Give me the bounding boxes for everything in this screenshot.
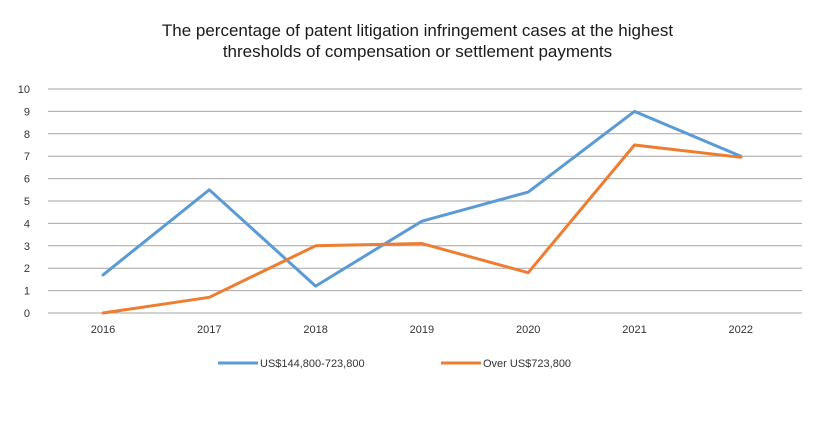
- y-tick-label: 9: [24, 106, 30, 118]
- y-tick-label: 4: [24, 218, 30, 230]
- y-axis-ticks: 0 1 2 3 4 5 6 7 8 9 10: [18, 84, 30, 320]
- legend-label-1: Over US$723,800: [483, 358, 571, 370]
- gridlines: [48, 88, 802, 314]
- chart-title-line-2: thresholds of compensation or settlement…: [222, 42, 613, 61]
- y-tick-label: 6: [24, 174, 30, 186]
- series-line-1: [101, 143, 743, 315]
- x-tick-label: 2018: [303, 324, 327, 336]
- y-tick-label: 8: [24, 129, 30, 141]
- chart-title: The percentage of patent litigation infr…: [0, 20, 835, 62]
- series-lines: [101, 109, 743, 315]
- legend-label-0: US$144,800-723,800: [260, 358, 365, 370]
- x-axis-ticks: 2016 2017 2018 2019 2020 2021 2022: [91, 324, 753, 336]
- legend: US$144,800-723,800 Over US$723,800: [218, 358, 571, 370]
- x-tick-label: 2020: [516, 324, 540, 336]
- y-tick-label: 2: [24, 263, 30, 275]
- x-tick-label: 2019: [410, 324, 434, 336]
- y-tick-label: 3: [24, 241, 30, 253]
- x-tick-label: 2022: [729, 324, 753, 336]
- series-line-0: [101, 109, 743, 288]
- y-tick-label: 0: [24, 308, 30, 320]
- chart-title-line-1: The percentage of patent litigation infr…: [161, 21, 674, 40]
- x-tick-label: 2016: [91, 324, 115, 336]
- y-tick-label: 1: [24, 286, 30, 298]
- y-tick-label: 10: [18, 84, 30, 96]
- y-tick-label: 7: [24, 151, 30, 163]
- y-tick-label: 5: [24, 196, 30, 208]
- x-tick-label: 2017: [197, 324, 221, 336]
- x-tick-label: 2021: [622, 324, 646, 336]
